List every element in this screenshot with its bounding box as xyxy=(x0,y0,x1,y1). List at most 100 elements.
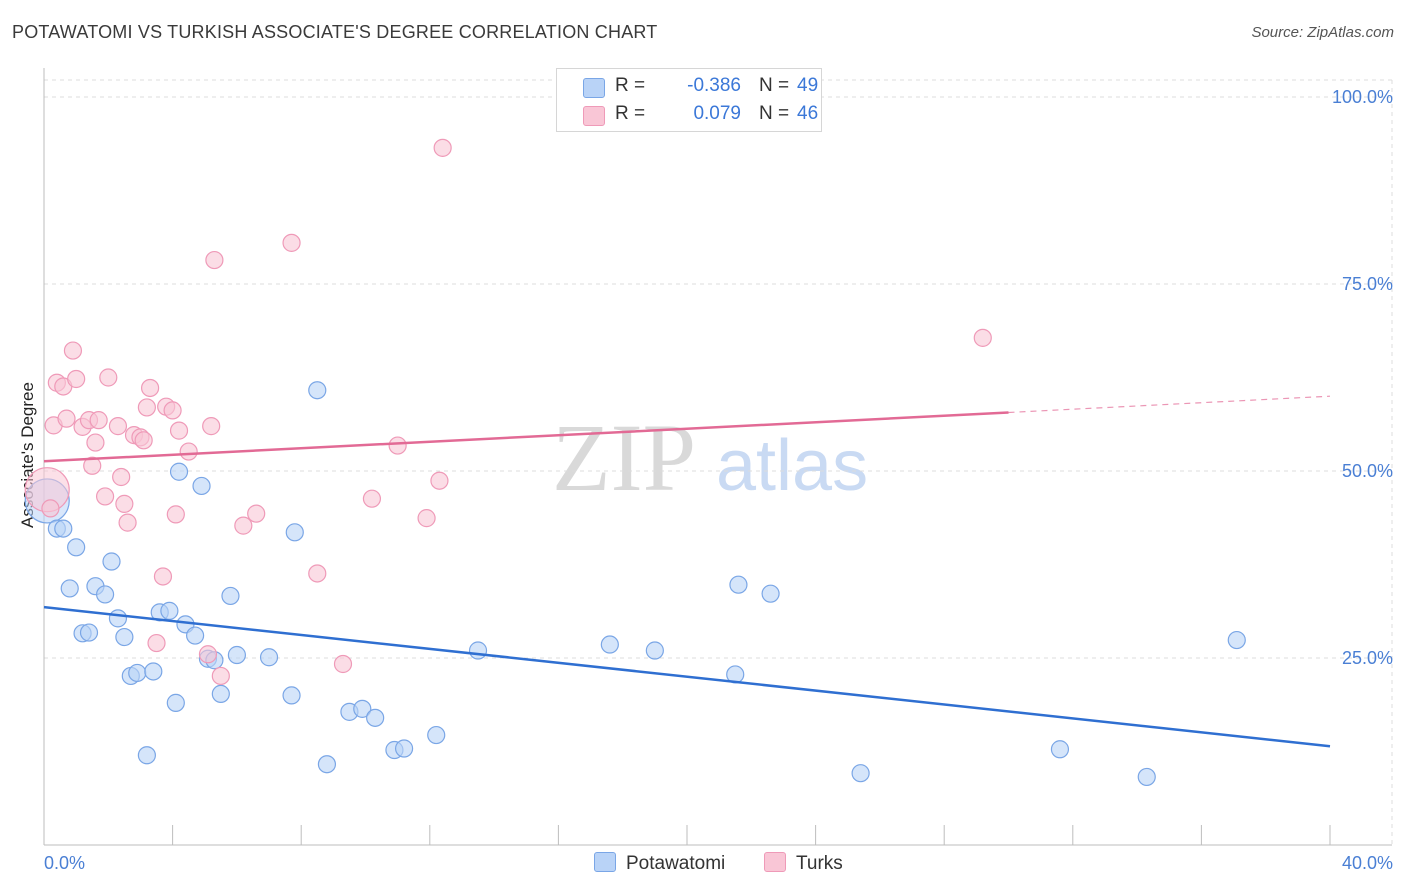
point-turks xyxy=(89,411,108,430)
point-potawatomi xyxy=(67,538,86,557)
point-turks xyxy=(166,505,185,524)
legend-r-value: -0.386 xyxy=(687,75,741,96)
source-credit: Source: ZipAtlas.com xyxy=(1251,24,1394,41)
point-turks xyxy=(198,645,218,664)
point-turks xyxy=(282,233,301,252)
point-potawatomi xyxy=(600,635,619,654)
point-potawatomi xyxy=(308,381,327,400)
point-potawatomi xyxy=(227,645,246,665)
point-turks xyxy=(137,398,156,417)
point-potawatomi xyxy=(102,552,121,571)
point-potawatomi xyxy=(1137,767,1156,787)
point-turks xyxy=(362,489,382,508)
series-swatch-pink xyxy=(764,852,786,872)
legend-swatch-blue xyxy=(583,78,605,98)
point-potawatomi xyxy=(160,601,179,620)
y-tick-label: 25.0% xyxy=(1342,648,1393,668)
point-potawatomi xyxy=(1050,740,1070,759)
point-potawatomi xyxy=(169,462,189,481)
point-potawatomi xyxy=(427,725,446,745)
series-legend-turks: Turks xyxy=(764,852,843,875)
point-turks xyxy=(83,456,102,475)
legend-n-value: 46 xyxy=(797,103,819,124)
watermark: ZIP atlas xyxy=(552,404,868,511)
point-potawatomi xyxy=(137,746,156,765)
y-tick-label: 100.0% xyxy=(1332,87,1393,107)
point-potawatomi xyxy=(144,662,163,681)
data-points xyxy=(24,138,1246,787)
point-turks xyxy=(430,471,449,490)
series-legend-label: Potawatomi xyxy=(626,853,726,874)
point-turks xyxy=(308,564,327,583)
point-turks xyxy=(147,633,166,653)
trend-line-potawatomi xyxy=(43,605,1331,748)
point-turks xyxy=(140,378,160,398)
point-potawatomi xyxy=(60,579,79,598)
point-turks xyxy=(112,467,131,487)
point-potawatomi xyxy=(166,693,185,712)
point-potawatomi xyxy=(192,476,211,496)
correlation-legend: R = -0.386 N = 49 R = 0.079 N = 46 xyxy=(556,68,822,132)
point-potawatomi xyxy=(221,586,240,606)
point-potawatomi xyxy=(95,585,115,604)
point-turks xyxy=(134,431,153,450)
point-turks xyxy=(115,494,134,514)
point-potawatomi xyxy=(394,739,414,758)
point-potawatomi xyxy=(128,663,147,683)
point-turks xyxy=(234,516,253,535)
point-turks xyxy=(247,504,266,523)
point-turks xyxy=(211,666,230,686)
legend-r-label: R = xyxy=(615,75,646,96)
point-turks xyxy=(153,567,173,586)
legend-r-value: 0.079 xyxy=(693,103,741,124)
point-turks xyxy=(388,436,407,455)
point-turks xyxy=(169,421,189,440)
y-tick-label: 50.0% xyxy=(1342,461,1393,481)
point-turks xyxy=(108,417,128,436)
point-turks xyxy=(57,409,76,428)
series-legend-potawatomi: Potawatomi xyxy=(594,852,725,875)
point-turks xyxy=(179,442,198,461)
point-turks xyxy=(973,328,992,347)
point-turks xyxy=(86,433,105,452)
point-potawatomi xyxy=(1227,630,1246,650)
legend-r-label: R = xyxy=(615,103,646,124)
x-tick-label: 0.0% xyxy=(44,853,85,873)
legend-n-label: N = xyxy=(759,75,790,96)
point-potawatomi xyxy=(282,686,301,705)
point-potawatomi xyxy=(761,584,780,603)
point-potawatomi xyxy=(645,641,664,660)
point-potawatomi xyxy=(729,575,748,594)
point-turks xyxy=(417,509,436,528)
point-turks xyxy=(99,368,118,387)
point-turks xyxy=(333,654,353,674)
point-turks xyxy=(205,250,224,270)
legend-n-label: N = xyxy=(759,103,790,124)
axes xyxy=(43,68,1392,846)
point-potawatomi xyxy=(186,626,205,645)
trend-line-turks-extension xyxy=(1008,395,1331,414)
series-swatch-blue xyxy=(594,852,616,872)
x-tick-label: 40.0% xyxy=(1342,853,1393,873)
point-potawatomi xyxy=(468,641,488,660)
point-turks xyxy=(95,487,115,506)
point-potawatomi xyxy=(366,708,385,727)
point-turks xyxy=(67,369,86,389)
point-potawatomi xyxy=(115,627,134,647)
tick-labels: 25.0% 50.0% 75.0% 100.0% 0.0% 40.0% xyxy=(44,87,1393,873)
point-potawatomi xyxy=(54,519,73,538)
point-potawatomi xyxy=(108,609,128,628)
trend-lines xyxy=(43,395,1331,748)
watermark-zip: ZIP xyxy=(552,404,696,511)
point-potawatomi xyxy=(851,764,870,783)
point-turks xyxy=(63,341,83,360)
point-turks xyxy=(118,513,137,532)
point-turks xyxy=(163,401,182,420)
series-legend-label: Turks xyxy=(796,853,843,874)
point-potawatomi xyxy=(259,648,279,667)
point-turks xyxy=(41,499,60,518)
trend-line-turks xyxy=(43,411,1009,463)
point-potawatomi xyxy=(317,755,337,774)
point-turks xyxy=(433,138,452,157)
